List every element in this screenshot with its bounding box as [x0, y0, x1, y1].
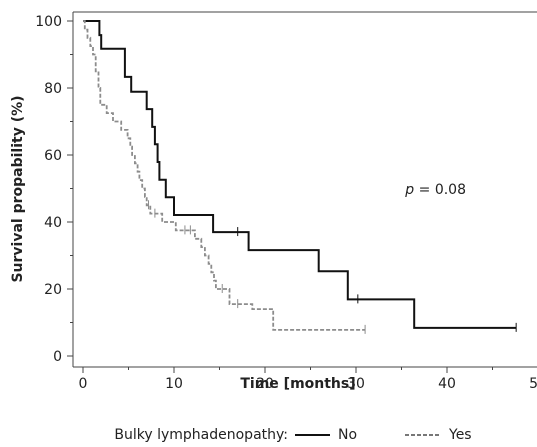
- series-no-line: [83, 20, 517, 329]
- y-tick-label: 20: [44, 282, 62, 298]
- y-ticks: 0 20 40 60 80 100: [35, 14, 73, 365]
- p-value: = 0.08: [414, 182, 466, 198]
- x-tick-label: 30: [347, 376, 365, 392]
- x-tick-label: 0: [79, 376, 88, 392]
- legend-label-no: No: [338, 427, 357, 443]
- legend-label-yes: Yes: [448, 427, 472, 443]
- x-tick-label: 10: [165, 376, 183, 392]
- survival-curves: [83, 20, 517, 334]
- series-yes-line: [83, 20, 366, 331]
- y-tick-label: 0: [53, 349, 62, 365]
- y-axis-label: Survival propability (%): [10, 95, 26, 282]
- y-tick-label: 100: [35, 14, 62, 30]
- y-tick-label: 80: [44, 81, 62, 97]
- x-tick-label: 20: [256, 376, 274, 392]
- legend-title: Bulky lymphadenopathy:: [114, 427, 288, 443]
- p-value-annotation: p = 0.08: [404, 182, 466, 198]
- x-tick-label: 50: [529, 376, 537, 392]
- x-tick-label: 40: [438, 376, 456, 392]
- x-axis-label: Time [months]: [240, 376, 355, 392]
- y-tick-label: 40: [44, 215, 62, 231]
- x-ticks: 0 10 20 30 40 50: [79, 367, 537, 392]
- legend: Bulky lymphadenopathy: No Yes: [114, 427, 471, 443]
- p-symbol: p: [404, 182, 414, 198]
- y-tick-label: 60: [44, 148, 62, 164]
